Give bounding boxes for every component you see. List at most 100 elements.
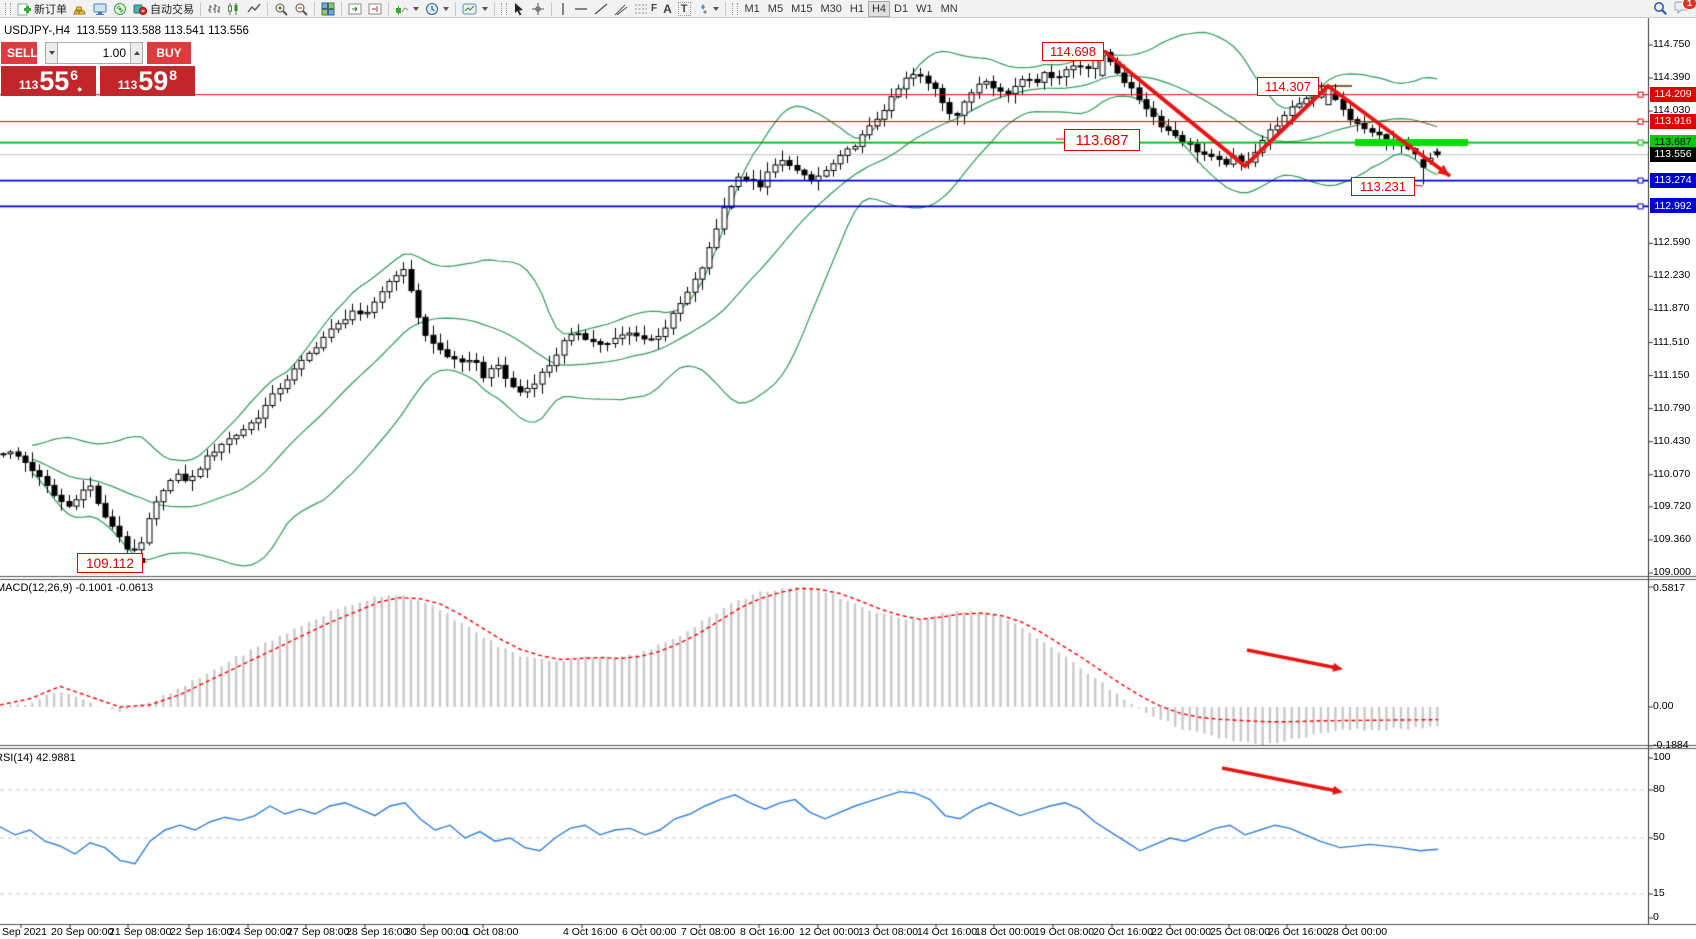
horizontal-line-tool-button[interactable] bbox=[571, 1, 591, 17]
clock-icon bbox=[426, 2, 438, 15]
price-tick-label: 111.510 bbox=[1653, 335, 1690, 348]
price-annotation-label[interactable]: 113.231 bbox=[1351, 177, 1415, 196]
new-order-icon bbox=[17, 3, 31, 15]
zoom-out-button[interactable] bbox=[291, 1, 311, 17]
time-axis-label: 30 Sep 00:00 bbox=[405, 926, 468, 938]
new-order-button[interactable]: 新订单 bbox=[14, 1, 70, 17]
timeframe-toolbar: M1 M5 M15 M30 H1 H4 D1 W1 MN bbox=[741, 0, 962, 17]
time-axis-label: 14 Oct 16:00 bbox=[917, 926, 978, 938]
buy-button[interactable]: BUY bbox=[147, 42, 191, 64]
price-annotation-label[interactable]: 109.112 bbox=[77, 553, 143, 573]
buy-price-display[interactable]: 113 59 8 bbox=[100, 66, 195, 96]
time-axis-label: 20 Oct 16:00 bbox=[1093, 926, 1154, 938]
time-axis-label: 6 Oct 00:00 bbox=[622, 926, 677, 938]
timeframe-M5[interactable]: M5 bbox=[764, 1, 787, 17]
terminal-monitor-icon bbox=[93, 3, 107, 15]
time-axis-label: 18 Oct 00:00 bbox=[975, 926, 1036, 938]
line-chart-type-button[interactable] bbox=[244, 1, 264, 17]
timeframe-D1[interactable]: D1 bbox=[890, 1, 912, 17]
terminal-monitor-button[interactable] bbox=[90, 1, 110, 17]
vertical-line-tool-button[interactable] bbox=[555, 1, 571, 17]
toolbar-grip[interactable] bbox=[5, 2, 11, 15]
rsi-tick-label: 100 bbox=[1653, 751, 1671, 763]
auto-scroll-icon bbox=[348, 3, 362, 14]
line-chart-icon bbox=[247, 3, 261, 12]
vertical-line-icon bbox=[562, 2, 564, 15]
text-label-tool-button[interactable]: T bbox=[675, 1, 694, 17]
toolbar-separator bbox=[455, 1, 456, 16]
price-tick-label: 109.000 bbox=[1653, 565, 1691, 578]
price-annotation-label[interactable]: 114.307 bbox=[1257, 77, 1319, 96]
price-annotation-label[interactable]: 113.687 bbox=[1064, 129, 1140, 151]
chart-shift-icon bbox=[368, 3, 382, 14]
toolbar-separator bbox=[388, 1, 389, 16]
time-axis-label: 22 Oct 00:00 bbox=[1151, 926, 1212, 938]
time-axis-label: 24 Sep 00:00 bbox=[229, 926, 292, 938]
toolbar-grip[interactable] bbox=[501, 2, 507, 15]
toolbar-separator bbox=[724, 1, 726, 16]
autotrading-icon bbox=[133, 4, 147, 15]
shapes-tool-button[interactable] bbox=[694, 1, 722, 17]
time-axis-label: 12 Oct 00:00 bbox=[799, 926, 860, 938]
tile-windows-button[interactable] bbox=[318, 1, 338, 17]
timeframe-M1[interactable]: M1 bbox=[741, 1, 764, 17]
notifications-button[interactable]: 1 bbox=[1674, 0, 1696, 17]
price-tick-label: 110.070 bbox=[1653, 467, 1691, 480]
sell-price-display[interactable]: 113 55 6 ◆ bbox=[1, 66, 96, 96]
shapes-icon bbox=[700, 3, 707, 14]
chart-template-button[interactable] bbox=[459, 1, 491, 17]
bar-chart-type-button[interactable] bbox=[204, 1, 224, 17]
cursor-tool-button[interactable] bbox=[510, 1, 528, 17]
trendline-tool-button[interactable] bbox=[591, 1, 611, 17]
zoom-out-icon bbox=[295, 3, 308, 16]
period-clock-button[interactable] bbox=[422, 1, 452, 17]
autotrading-label: 自动交易 bbox=[150, 3, 194, 16]
timeframe-H1[interactable]: H1 bbox=[846, 1, 868, 17]
search-icon[interactable] bbox=[1653, 1, 1668, 16]
signals-button[interactable] bbox=[110, 1, 130, 17]
price-annotation-label[interactable]: 114.698 bbox=[1042, 42, 1104, 61]
text-tool-icon: A bbox=[663, 1, 672, 16]
timeframe-M15[interactable]: M15 bbox=[787, 1, 816, 17]
volume-decrease-button[interactable] bbox=[45, 42, 58, 64]
channel-tool-button[interactable] bbox=[611, 1, 631, 17]
timeframe-W1[interactable]: W1 bbox=[912, 1, 937, 17]
trendline-icon bbox=[594, 2, 608, 15]
buy-price-prefix: 113 bbox=[117, 78, 138, 92]
autotrading-button[interactable]: 自动交易 bbox=[130, 1, 197, 17]
time-axis-label: 28 Oct 00:00 bbox=[1327, 926, 1388, 938]
volume-increase-button[interactable] bbox=[130, 42, 143, 64]
gold-stack-button[interactable] bbox=[70, 1, 90, 17]
toolbar: 新订单 自动交易 bbox=[0, 0, 1696, 18]
crosshair-tool-button[interactable] bbox=[528, 1, 548, 17]
timeframe-MN[interactable]: MN bbox=[937, 1, 962, 17]
time-axis-label: 7 Oct 08:00 bbox=[681, 926, 736, 938]
timeframe-H4[interactable]: H4 bbox=[867, 0, 891, 17]
sell-button[interactable]: SELL bbox=[1, 42, 38, 64]
fibonacci-icon bbox=[635, 4, 647, 13]
macd-tick-label: 0.5817 bbox=[1653, 582, 1686, 594]
chart-shift-button[interactable] bbox=[365, 1, 385, 17]
text-tool-button[interactable]: A bbox=[660, 1, 675, 17]
time-axis-label: 13 Oct 08:00 bbox=[858, 926, 919, 938]
volume-input[interactable] bbox=[58, 42, 130, 64]
toolbar-grip[interactable] bbox=[731, 2, 738, 15]
auto-scroll-button[interactable] bbox=[345, 1, 365, 17]
timeframe-M30[interactable]: M30 bbox=[816, 1, 845, 17]
add-indicator-button[interactable] bbox=[392, 1, 422, 17]
candlestick-chart-type-button[interactable] bbox=[224, 1, 244, 17]
toolbar-separator bbox=[494, 1, 495, 16]
text-label-tool-icon: T bbox=[677, 1, 691, 16]
zoom-in-icon bbox=[275, 3, 288, 16]
rsi-indicator-label: RSI(14) 42.9881 bbox=[0, 752, 76, 764]
rsi-tick-label: 15 bbox=[1653, 887, 1665, 899]
zoom-in-button[interactable] bbox=[271, 1, 291, 17]
time-axis-label: 22 Sep 16:00 bbox=[170, 926, 233, 938]
chart-title: USDJPY-,H4 113.559 113.588 113.541 113.5… bbox=[4, 25, 249, 37]
fibonacci-tool-button[interactable]: F bbox=[631, 1, 660, 17]
tile-windows-icon bbox=[321, 2, 335, 15]
period-dropdown-caret bbox=[443, 6, 449, 11]
sell-price-prefix: 113 bbox=[18, 78, 39, 92]
